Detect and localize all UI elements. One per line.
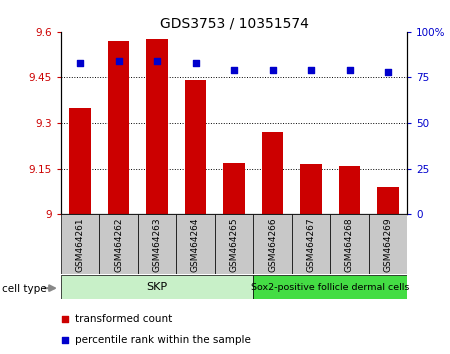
Bar (108, 41, 129, 214)
Bar (176, 214, 215, 274)
Point (62, 316, 69, 321)
Point (384, 69, 392, 75)
Bar (292, 214, 330, 274)
Bar (138, 214, 176, 274)
Point (62, 337, 69, 343)
Bar (378, 187, 399, 214)
Text: transformed count: transformed count (75, 314, 172, 324)
Point (192, 60, 199, 66)
Text: GSM464262: GSM464262 (114, 217, 123, 272)
Point (76, 60, 84, 66)
Bar (369, 214, 407, 274)
Bar (339, 166, 360, 214)
Point (346, 67, 353, 73)
Text: cell type: cell type (2, 284, 47, 294)
Text: GSM464263: GSM464263 (153, 217, 162, 272)
Text: GSM464267: GSM464267 (306, 217, 315, 272)
Text: SKP: SKP (146, 282, 167, 292)
Text: GSM464268: GSM464268 (345, 217, 354, 272)
Text: percentile rank within the sample: percentile rank within the sample (75, 335, 251, 345)
Bar (146, 39, 167, 214)
Text: GSM464266: GSM464266 (268, 217, 277, 272)
Text: GSM464269: GSM464269 (383, 217, 392, 272)
Bar (253, 214, 292, 274)
Bar (215, 214, 253, 274)
Bar (61, 275, 253, 299)
Point (153, 58, 161, 64)
Bar (99, 214, 138, 274)
Text: Sox2-positive follicle dermal cells: Sox2-positive follicle dermal cells (251, 282, 410, 292)
Bar (253, 275, 407, 299)
Point (269, 67, 276, 73)
Bar (301, 164, 322, 214)
Bar (185, 80, 206, 214)
Bar (61, 214, 99, 274)
Text: GSM464261: GSM464261 (76, 217, 85, 272)
Bar (223, 162, 245, 214)
Title: GDS3753 / 10351574: GDS3753 / 10351574 (160, 17, 308, 31)
Bar (330, 214, 369, 274)
Bar (262, 132, 283, 214)
Text: GSM464265: GSM464265 (230, 217, 238, 272)
Point (307, 67, 315, 73)
Bar (69, 108, 90, 214)
Text: GSM464264: GSM464264 (191, 217, 200, 272)
Point (230, 67, 238, 73)
Point (115, 58, 122, 64)
